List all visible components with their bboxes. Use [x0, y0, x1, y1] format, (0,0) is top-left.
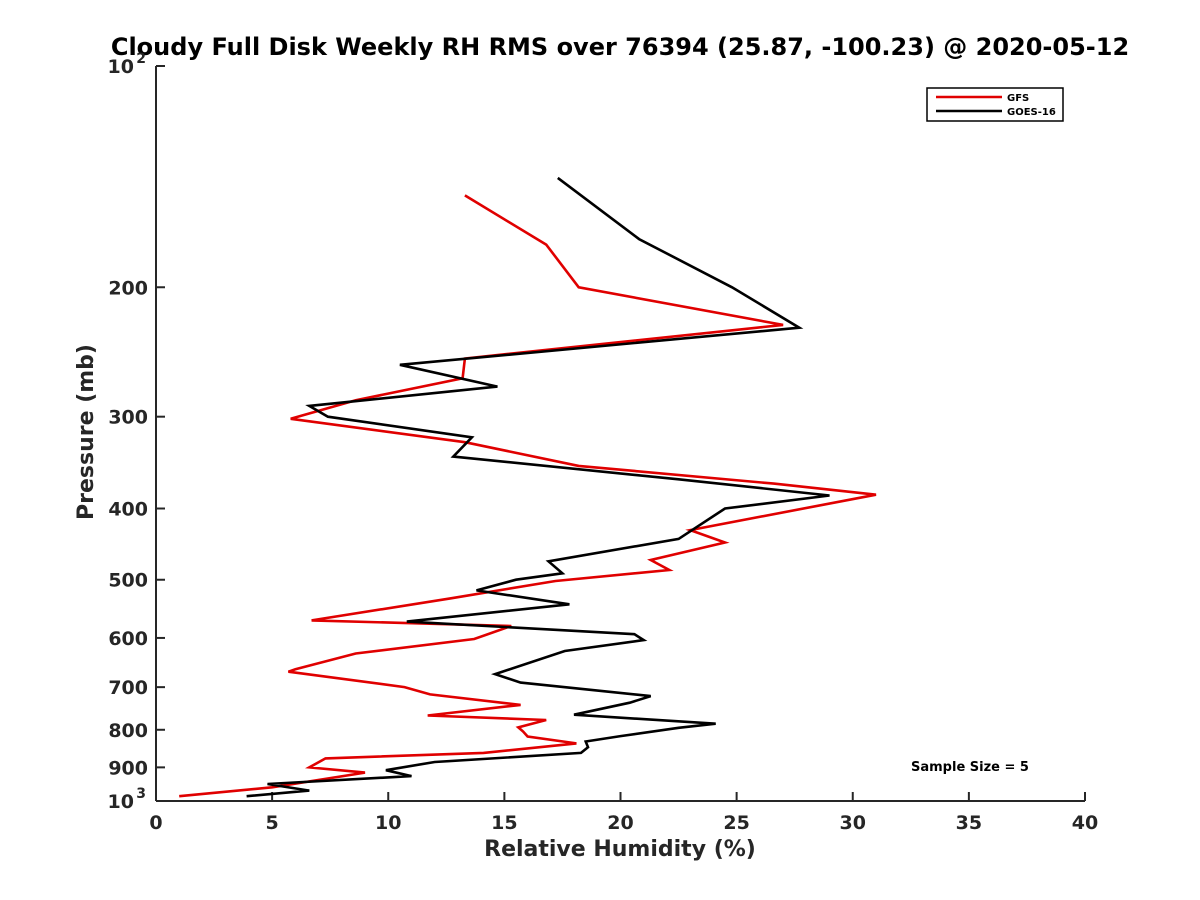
sample-size-annotation: Sample Size = 5: [911, 760, 1029, 775]
y-tick-label: 500: [108, 570, 148, 592]
x-tick-label: 40: [1072, 812, 1098, 834]
y-tick-label: 10: [108, 791, 134, 813]
y-tick-label: 900: [108, 757, 148, 779]
y-tick-label: 200: [108, 277, 148, 299]
x-axis-label: Relative Humidity (%): [484, 837, 756, 862]
series-lines: [179, 176, 877, 798]
x-ticks: 0 5 10 15 20 25 30 35 40: [149, 792, 1098, 834]
y-axis-label: Pressure (mb): [74, 344, 99, 520]
y-tick-base: 10: [108, 791, 134, 813]
legend-label-gfs: GFS: [1007, 93, 1029, 104]
x-tick-label: 30: [840, 812, 866, 834]
y-tick-base: 10: [108, 56, 134, 78]
x-tick-label: 0: [149, 812, 162, 834]
x-tick-label: 5: [266, 812, 279, 834]
x-tick-label: 35: [956, 812, 982, 834]
legend-box: [926, 87, 1064, 122]
y-tick-label: 600: [108, 628, 148, 650]
x-tick-label: 15: [491, 812, 517, 834]
y-tick-label: 700: [108, 677, 148, 699]
series-line-gfs: [179, 194, 877, 798]
y-tick-label: 800: [108, 720, 148, 742]
legend-label-goes16: GOES-16: [1007, 107, 1056, 118]
y-tick-label: 400: [108, 499, 148, 521]
x-tick-label: 10: [375, 812, 401, 834]
legend: GFS GOES-16: [926, 87, 1064, 122]
chart-title: Cloudy Full Disk Weekly RH RMS over 7639…: [111, 33, 1129, 61]
x-tick-label: 25: [723, 812, 749, 834]
y-tick-label: 10: [108, 56, 134, 78]
y-tick-exponent: 2: [136, 51, 146, 67]
x-tick-label: 20: [607, 812, 633, 834]
y-tick-exponent: 3: [136, 786, 146, 802]
y-tick-label: 300: [108, 407, 148, 429]
series-line-goes16: [246, 176, 830, 798]
